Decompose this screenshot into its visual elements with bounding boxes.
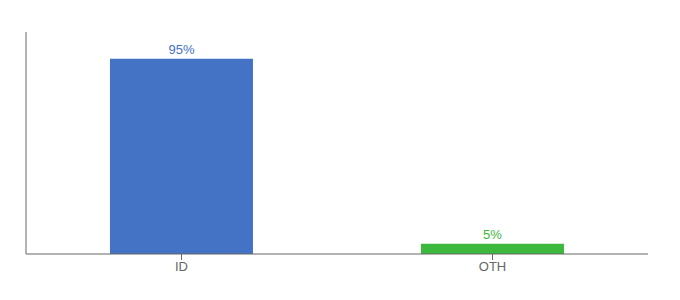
svg-text:95%: 95% — [168, 42, 194, 57]
svg-text:5%: 5% — [483, 227, 502, 242]
svg-text:OTH: OTH — [479, 259, 506, 274]
svg-text:ID: ID — [175, 259, 188, 274]
